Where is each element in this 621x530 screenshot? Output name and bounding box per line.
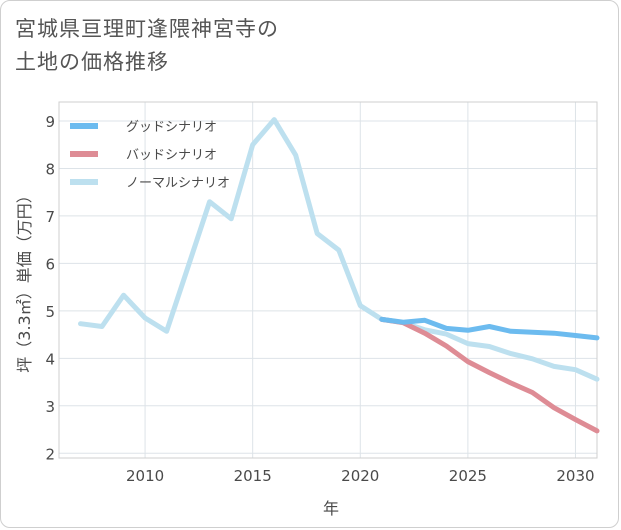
y-tick-labels: 2 3 4 5 6 7 8 9	[45, 113, 55, 463]
chart-title-line1: 宮城県亘理町逢隈神宮寺の	[15, 17, 279, 41]
y-axis-label: 坪（3.3㎡）単価（万円）	[15, 187, 34, 372]
series-lines	[78, 117, 600, 434]
plot-frame	[58, 101, 598, 459]
x-tick-label: 2010	[126, 467, 164, 485]
y-tick-label: 2	[45, 445, 55, 463]
y-tick-label: 9	[45, 113, 55, 131]
x-tick-label: 2025	[449, 467, 487, 485]
x-axis-label: 年	[323, 499, 339, 518]
series-line-1	[379, 316, 600, 434]
legend-label-0: グッドシナリオ	[126, 120, 217, 135]
y-tick-label: 5	[45, 303, 55, 321]
chart-title-line2: 土地の価格推移	[15, 50, 169, 74]
legend-label-2: ノーマルシナリオ	[126, 176, 230, 191]
y-tick-label: 4	[45, 350, 55, 368]
legend-label-1: バッドシナリオ	[126, 148, 217, 163]
y-tick-label: 8	[45, 160, 55, 178]
chart-title: 宮城県亘理町逢隈神宮寺の 土地の価格推移	[15, 13, 279, 79]
y-tick-label: 3	[45, 398, 55, 416]
series-line-0	[379, 316, 600, 341]
x-tick-label: 2020	[341, 467, 379, 485]
x-tick-label: 2015	[234, 467, 272, 485]
grid-lines	[59, 102, 597, 458]
x-tick-label: 2030	[556, 467, 594, 485]
y-tick-label: 7	[45, 208, 55, 226]
x-tick-labels: 2010 2015 2020 2025 2030	[126, 467, 595, 485]
series-line-2	[78, 117, 600, 382]
y-tick-label: 6	[45, 255, 55, 273]
